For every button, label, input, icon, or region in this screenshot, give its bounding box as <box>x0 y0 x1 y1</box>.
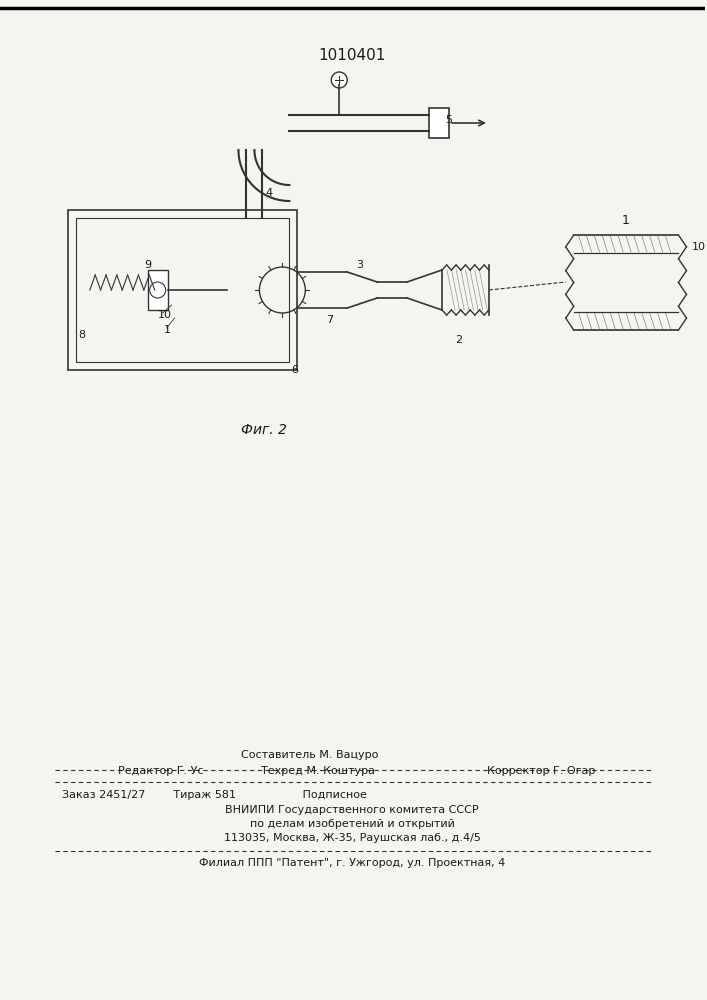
Text: Корректор Г. Огар: Корректор Г. Огар <box>487 766 595 776</box>
Bar <box>148 270 168 310</box>
Text: 113035, Москва, Ж-35, Раушская лаб., д.4/5: 113035, Москва, Ж-35, Раушская лаб., д.4… <box>224 833 481 843</box>
Text: 3: 3 <box>356 260 363 270</box>
Text: Заказ 2451/27        Тираж 581                   Подписное: Заказ 2451/27 Тираж 581 Подписное <box>62 790 367 800</box>
Text: по делам изобретений и открытий: по делам изобретений и открытий <box>250 819 455 829</box>
Text: 1: 1 <box>621 214 629 227</box>
Text: 2: 2 <box>455 335 462 345</box>
Text: ВНИИПИ Государственного комитета СССР: ВНИИПИ Государственного комитета СССР <box>226 805 479 815</box>
Text: Техред М. Коштура: Техред М. Коштура <box>262 766 375 776</box>
Bar <box>429 108 449 138</box>
Bar <box>76 218 289 362</box>
Text: 8: 8 <box>78 330 86 340</box>
Text: 7: 7 <box>326 315 333 325</box>
Text: 4: 4 <box>266 188 273 198</box>
Text: Составитель М. Вацуро: Составитель М. Вацуро <box>240 750 378 760</box>
Text: 10: 10 <box>691 242 706 252</box>
Text: 1: 1 <box>164 325 171 335</box>
Text: Филиал ППП "Патент", г. Ужгород, ул. Проектная, 4: Филиал ППП "Патент", г. Ужгород, ул. Про… <box>199 858 506 868</box>
Text: Фиг. 2: Фиг. 2 <box>242 423 287 437</box>
Text: 9: 9 <box>144 260 151 270</box>
Text: 10: 10 <box>158 310 172 320</box>
Text: 5: 5 <box>445 115 452 125</box>
Bar <box>68 210 298 370</box>
Circle shape <box>332 72 347 88</box>
Text: Редактор Г. Ус: Редактор Г. Ус <box>118 766 203 776</box>
Text: 6: 6 <box>291 365 298 375</box>
Text: 1010401: 1010401 <box>319 47 386 62</box>
